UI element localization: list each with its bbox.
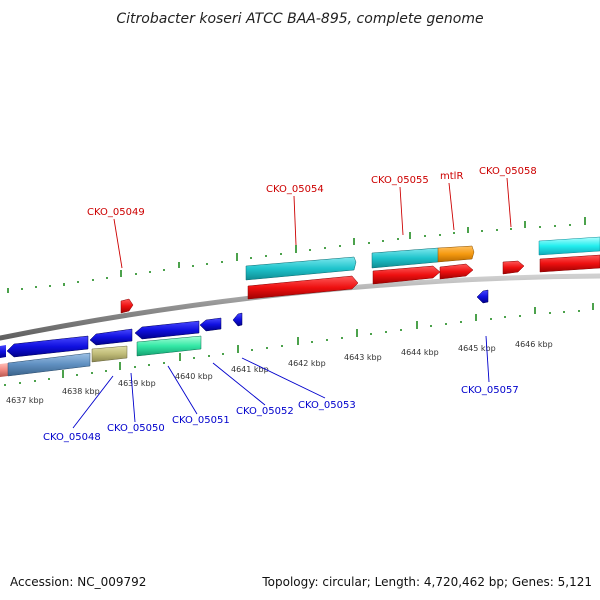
gene-cko-05054-red[interactable] bbox=[247, 275, 359, 300]
gene-label-cko-05051[interactable]: CKO_05051 bbox=[172, 415, 230, 426]
kbp-label: 4643 kbp bbox=[344, 353, 382, 362]
top-gene-labels: CKO_05049 CKO_05054 CKO_05055 mtlR CKO_0… bbox=[87, 166, 537, 218]
bottom-leader-lines bbox=[72, 335, 490, 429]
gene-khaki[interactable] bbox=[91, 345, 128, 363]
gene-label-cko-05053[interactable]: CKO_05053 bbox=[298, 400, 356, 411]
gene-red-arrow[interactable] bbox=[439, 263, 474, 280]
kbp-label: 4644 kbp bbox=[401, 348, 439, 357]
gene-cko-05048[interactable] bbox=[6, 335, 89, 358]
kbp-label: 4645 kbp bbox=[458, 344, 496, 353]
gene-cko-05055[interactable] bbox=[371, 247, 441, 269]
gene-cko-05057[interactable] bbox=[476, 289, 489, 304]
kbp-label: 4641 kbp bbox=[231, 365, 269, 374]
accession-text: Accession: NC_009792 bbox=[10, 575, 146, 589]
gene-label-cko-05052[interactable]: CKO_05052 bbox=[236, 406, 294, 417]
gene-cko-05050[interactable] bbox=[89, 328, 133, 346]
gene-cko-05058[interactable] bbox=[502, 260, 525, 275]
gene-cko-05054[interactable] bbox=[245, 256, 357, 281]
gene-label-cko-05057[interactable]: CKO_05057 bbox=[461, 385, 519, 396]
gene-label-cko-05049[interactable]: CKO_05049 bbox=[87, 207, 145, 218]
reverse-strand-genes bbox=[0, 289, 489, 377]
gene-cko-05051[interactable] bbox=[134, 320, 200, 340]
gene-label-cko-05054[interactable]: CKO_05054 bbox=[266, 184, 324, 195]
genome-title: Citrobacter koseri ATCC BAA-895, complet… bbox=[116, 11, 483, 27]
gene-label-cko-05058[interactable]: CKO_05058 bbox=[479, 166, 537, 177]
kbp-label: 4640 kbp bbox=[175, 372, 213, 381]
gene-red-arrow[interactable] bbox=[372, 265, 441, 285]
gene-cko-05052[interactable] bbox=[199, 317, 222, 332]
bottom-gene-labels: CKO_05048 CKO_05050 CKO_05051 CKO_05052 … bbox=[43, 385, 519, 443]
gene-cko-05049[interactable] bbox=[120, 298, 134, 314]
kbp-scale-labels: 4637 kbp 4638 kbp 4639 kbp 4640 kbp 4641… bbox=[6, 340, 553, 405]
topology-text: Topology: circular; Length: 4,720,462 bp… bbox=[261, 575, 592, 589]
forward-strand-genes bbox=[120, 236, 600, 314]
kbp-label: 4637 kbp bbox=[6, 396, 44, 405]
gene-cyan-right[interactable] bbox=[538, 236, 600, 256]
gene-red-right[interactable] bbox=[539, 254, 600, 273]
kbp-label: 4639 kbp bbox=[118, 379, 156, 388]
top-leader-lines bbox=[113, 177, 512, 269]
gene-mtlr[interactable] bbox=[437, 245, 475, 263]
kbp-label: 4646 kbp bbox=[515, 340, 553, 349]
gene-cko-05053[interactable] bbox=[232, 312, 243, 327]
gene-label-cko-05050[interactable]: CKO_05050 bbox=[107, 423, 165, 434]
kbp-label: 4642 kbp bbox=[288, 359, 326, 368]
gene-label-mtlr[interactable]: mtlR bbox=[440, 171, 463, 182]
gene-steel[interactable] bbox=[7, 352, 91, 377]
gene-pink-left[interactable] bbox=[0, 363, 8, 377]
gene-mint[interactable] bbox=[136, 335, 202, 357]
gene-label-cko-05055[interactable]: CKO_05055 bbox=[371, 175, 429, 186]
kbp-label: 4638 kbp bbox=[62, 387, 100, 396]
upper-tick-row bbox=[7, 217, 586, 293]
lower-tick-row bbox=[4, 303, 594, 386]
gene-blue-left[interactable] bbox=[0, 345, 6, 358]
gene-label-cko-05048[interactable]: CKO_05048 bbox=[43, 432, 101, 443]
